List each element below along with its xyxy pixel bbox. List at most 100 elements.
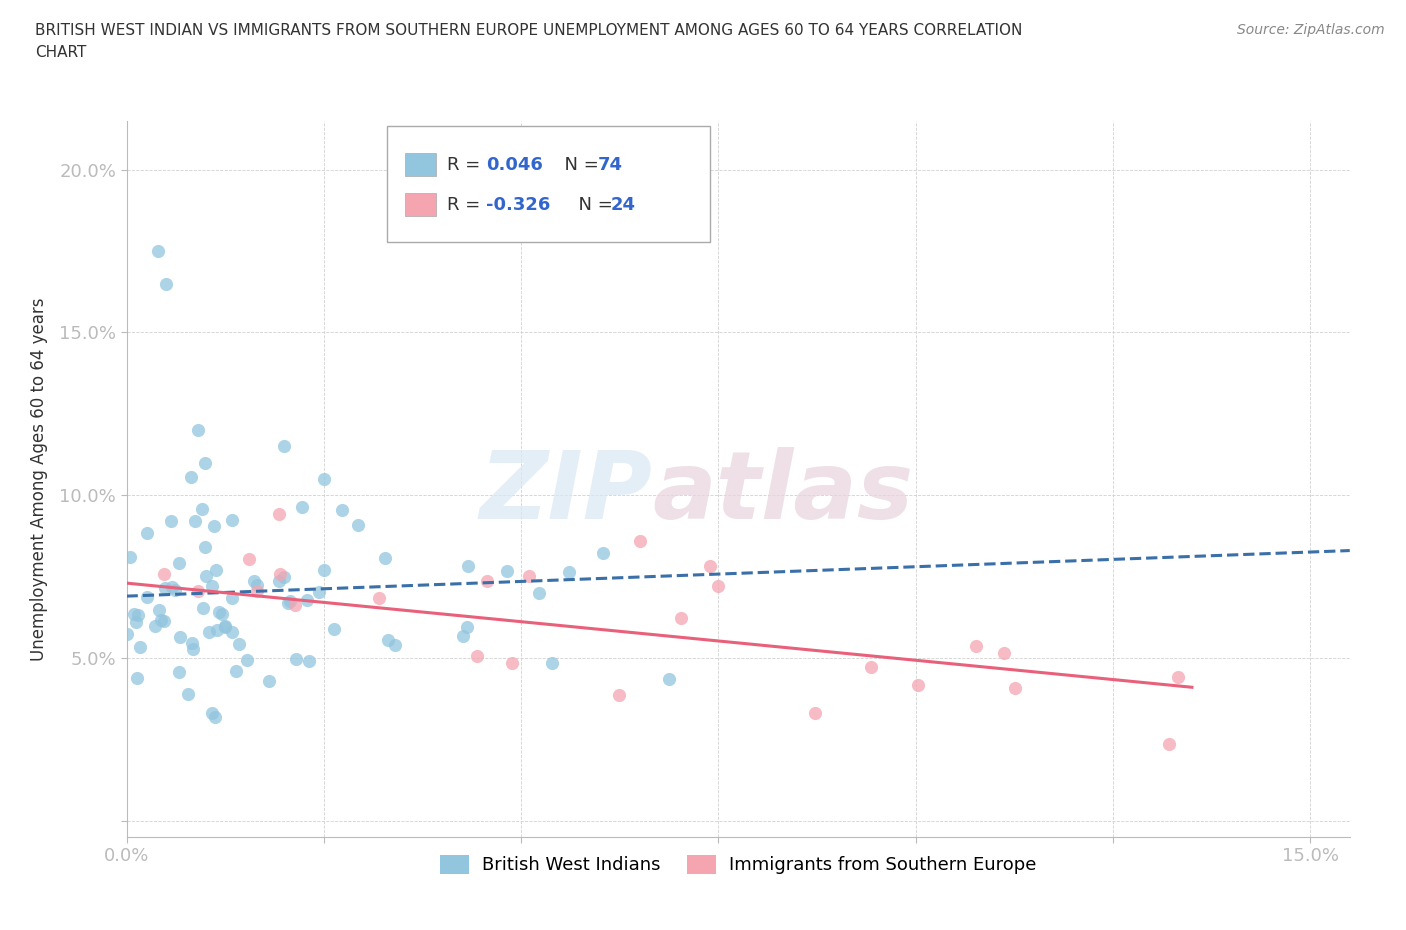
Text: R =: R = [447, 195, 486, 214]
Point [152, 613, 174, 628]
Point [201, 578, 224, 593]
Point [146, 244, 169, 259]
Point [592, 545, 614, 560]
Point [149, 613, 172, 628]
Point [181, 641, 204, 656]
Point [541, 656, 564, 671]
Point [153, 567, 176, 582]
Point [291, 499, 314, 514]
Point [699, 559, 721, 574]
Point [1004, 680, 1026, 695]
Point [259, 674, 281, 689]
Point [243, 573, 266, 588]
Point [284, 651, 307, 666]
Text: R =: R = [447, 155, 486, 174]
Point [193, 539, 215, 554]
Point [194, 568, 217, 583]
Point [167, 556, 190, 571]
Point [187, 584, 209, 599]
Point [129, 640, 152, 655]
Point [367, 591, 389, 606]
Point [197, 624, 219, 639]
Point [191, 601, 214, 616]
Point [451, 629, 474, 644]
Text: 74: 74 [598, 155, 623, 174]
Point [907, 677, 929, 692]
Point [204, 709, 226, 724]
Point [225, 663, 247, 678]
Point [127, 607, 149, 622]
Point [669, 611, 692, 626]
Point [177, 686, 200, 701]
Point [180, 470, 202, 485]
Point [859, 659, 882, 674]
Point [120, 550, 142, 565]
Point [993, 646, 1015, 661]
Point [273, 439, 295, 454]
Point [1159, 737, 1181, 751]
Point [298, 654, 321, 669]
Point [155, 276, 177, 291]
Point [284, 598, 307, 613]
Text: ZIP: ZIP [479, 447, 652, 539]
Point [238, 552, 260, 567]
Point [228, 636, 250, 651]
Point [201, 706, 224, 721]
Point [323, 622, 346, 637]
Text: 24: 24 [610, 195, 636, 214]
Point [207, 623, 229, 638]
Point [475, 574, 498, 589]
Point [330, 502, 353, 517]
Point [658, 671, 681, 686]
Point [169, 630, 191, 644]
Text: CHART: CHART [35, 45, 87, 60]
Point [607, 688, 630, 703]
Point [183, 513, 205, 528]
Text: Source: ZipAtlas.com: Source: ZipAtlas.com [1237, 23, 1385, 37]
Point [273, 569, 295, 584]
Text: -0.326: -0.326 [486, 195, 551, 214]
Point [312, 563, 335, 578]
Point [495, 564, 517, 578]
Y-axis label: Unemployment Among Ages 60 to 64 years: Unemployment Among Ages 60 to 64 years [30, 298, 48, 660]
Text: 0.046: 0.046 [486, 155, 543, 174]
Point [153, 580, 176, 595]
Point [527, 585, 550, 600]
Point [125, 614, 148, 629]
Point [163, 582, 186, 597]
Point [194, 455, 217, 470]
Point [214, 618, 236, 633]
Point [167, 665, 190, 680]
Text: N =: N = [553, 155, 605, 174]
Point [221, 625, 243, 640]
Text: BRITISH WEST INDIAN VS IMMIGRANTS FROM SOUTHERN EUROPE UNEMPLOYMENT AMONG AGES 6: BRITISH WEST INDIAN VS IMMIGRANTS FROM S… [35, 23, 1022, 38]
Point [457, 559, 479, 574]
Point [347, 517, 370, 532]
Point [115, 627, 138, 642]
Point [214, 619, 236, 634]
Point [127, 671, 149, 685]
Point [501, 656, 523, 671]
Point [267, 507, 290, 522]
Point [628, 534, 651, 549]
Point [278, 594, 301, 609]
Point [208, 605, 231, 620]
Point [456, 619, 478, 634]
Point [465, 648, 488, 663]
Point [374, 551, 396, 565]
Point [308, 584, 330, 599]
Point [124, 606, 146, 621]
Point [295, 592, 318, 607]
Point [246, 578, 269, 592]
Point [205, 562, 228, 577]
Point [162, 579, 184, 594]
Point [246, 583, 269, 598]
Point [377, 632, 399, 647]
Legend: British West Indians, Immigrants from Southern Europe: British West Indians, Immigrants from So… [433, 847, 1043, 882]
Point [384, 638, 406, 653]
Point [965, 639, 987, 654]
Point [143, 618, 166, 633]
Point [1167, 670, 1189, 684]
Point [160, 514, 183, 529]
Point [267, 573, 290, 588]
